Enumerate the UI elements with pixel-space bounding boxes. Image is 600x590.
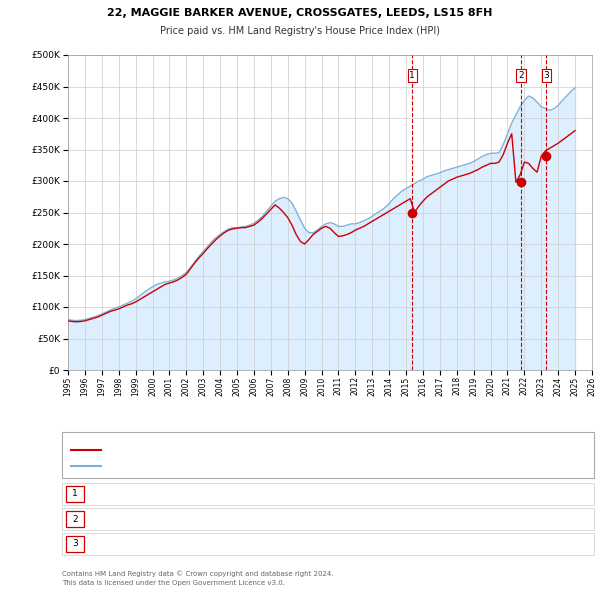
Text: £298,000: £298,000 bbox=[272, 514, 315, 523]
Text: 22, MAGGIE BARKER AVENUE, CROSSGATES, LEEDS, LS15 8FH: 22, MAGGIE BARKER AVENUE, CROSSGATES, LE… bbox=[107, 8, 493, 18]
Text: HPI: Average price, detached house, Leeds: HPI: Average price, detached house, Leed… bbox=[105, 461, 269, 470]
Text: Price paid vs. HM Land Registry's House Price Index (HPI): Price paid vs. HM Land Registry's House … bbox=[160, 26, 440, 36]
Text: £339,500: £339,500 bbox=[272, 539, 315, 549]
Text: 15-MAY-2015: 15-MAY-2015 bbox=[107, 490, 165, 499]
Text: 2: 2 bbox=[72, 514, 78, 523]
Text: 18% ↓ HPI: 18% ↓ HPI bbox=[402, 539, 450, 549]
Text: 22-OCT-2021: 22-OCT-2021 bbox=[107, 514, 166, 523]
Text: 1: 1 bbox=[72, 490, 78, 499]
Text: 17-APR-2023: 17-APR-2023 bbox=[107, 539, 165, 549]
Text: 2: 2 bbox=[518, 71, 524, 80]
Text: Contains HM Land Registry data © Crown copyright and database right 2024.: Contains HM Land Registry data © Crown c… bbox=[62, 570, 334, 576]
Text: £249,995: £249,995 bbox=[272, 490, 315, 499]
Text: 3: 3 bbox=[544, 71, 549, 80]
Text: 3: 3 bbox=[72, 539, 78, 549]
Text: 8% ↓ HPI: 8% ↓ HPI bbox=[402, 490, 445, 499]
Text: 1: 1 bbox=[409, 71, 415, 80]
Text: 21% ↓ HPI: 21% ↓ HPI bbox=[402, 514, 450, 523]
Text: This data is licensed under the Open Government Licence v3.0.: This data is licensed under the Open Gov… bbox=[62, 580, 285, 586]
Text: 22, MAGGIE BARKER AVENUE, CROSSGATES, LEEDS, LS15 8FH (detached house): 22, MAGGIE BARKER AVENUE, CROSSGATES, LE… bbox=[105, 445, 411, 454]
